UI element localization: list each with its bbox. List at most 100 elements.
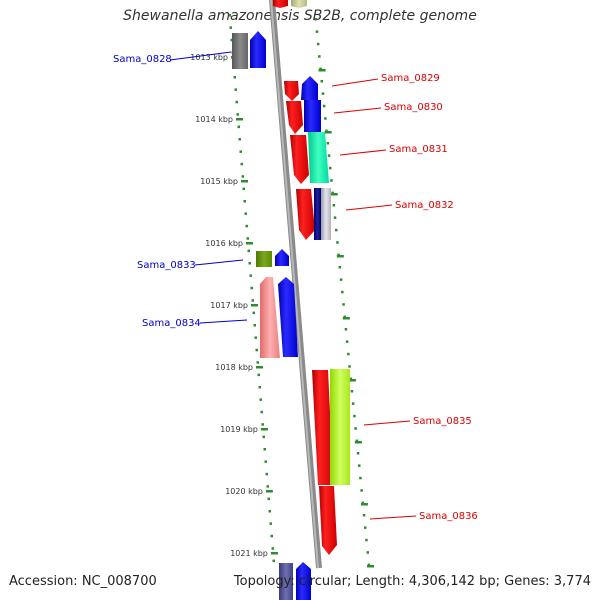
- ruler-dot-left: [254, 336, 257, 339]
- ruler-major-tick: [246, 242, 253, 245]
- accession-text: Accession: NC_008700: [9, 574, 157, 589]
- gene-bottom-blue: [296, 562, 311, 600]
- gene-sama-0833: [256, 251, 272, 267]
- minor-ticks: [228, 14, 371, 567]
- ruler-dot-left: [242, 187, 245, 191]
- label-sama-0828[interactable]: Sama_0828: [113, 54, 172, 65]
- ruler-major-tick-right: [330, 193, 338, 196]
- ruler-dot-left: [244, 212, 247, 215]
- backbone-highlight: [270, 0, 319, 569]
- label-sama-0831[interactable]: Sama_0831: [389, 144, 448, 155]
- ruler-dot-right: [366, 551, 369, 554]
- callout-sama-0833: [194, 259, 244, 266]
- ruler-dot-left: [258, 386, 261, 389]
- gene-sama-0836: [319, 486, 337, 555]
- ruler-dot-left: [237, 125, 240, 129]
- ruler-dot-right: [326, 142, 330, 145]
- ruler-dot-left: [264, 460, 267, 463]
- ruler-dot-left: [247, 249, 250, 253]
- ruler-dot-right: [330, 179, 333, 182]
- callout-sama-0830: [333, 107, 382, 114]
- gene-sama-0834: [260, 277, 280, 358]
- label-sama-0830[interactable]: Sama_0830: [384, 102, 443, 113]
- label-sama-0836[interactable]: Sama_0836: [419, 511, 478, 522]
- gene-sama-0835-partner: [330, 369, 350, 485]
- label-sama-0834[interactable]: Sama_0834: [142, 318, 201, 329]
- ruler-dot-right: [364, 526, 367, 529]
- map-title: Shewanella amazonensis SB2B, complete ge…: [123, 8, 477, 24]
- callout-sama-0829: [331, 78, 379, 87]
- gene-sama-0830: [286, 101, 303, 134]
- ruler-dot-left: [249, 274, 252, 277]
- ruler-dot-right: [336, 241, 339, 244]
- ruler-dot-right: [347, 352, 350, 356]
- ruler-major-tick-right: [336, 255, 344, 258]
- ruler-major-tick-right: [348, 379, 356, 382]
- ruler-dot-right: [318, 55, 321, 58]
- ruler-dot-left: [241, 175, 244, 178]
- ruler-dot-left: [238, 138, 241, 141]
- ruler-major-tick: [251, 304, 258, 307]
- label-sama-0832[interactable]: Sama_0832: [395, 200, 454, 211]
- ruler-major-tick-right: [354, 441, 362, 444]
- ruler-dot-left: [272, 559, 275, 563]
- ruler-dot-right: [359, 476, 362, 480]
- ruler-dot-left: [262, 435, 265, 439]
- ruler-dot-right: [341, 290, 344, 294]
- ruler-label: 1016 kbp: [205, 239, 243, 248]
- ruler-dot-left: [252, 311, 255, 315]
- callout-sama-0836: [369, 515, 417, 520]
- ruler-dot-right: [350, 390, 354, 393]
- ruler-dot-left: [255, 348, 258, 352]
- gene-sama-0830-partner: [304, 100, 321, 132]
- gene-sama-0831: [290, 135, 309, 184]
- ruler-dot-right: [335, 228, 338, 232]
- gene-gray-0828-region: [232, 33, 248, 69]
- ruler-dot-left: [234, 88, 237, 91]
- ruler-dot-right: [362, 514, 366, 517]
- ruler-dot-right: [351, 402, 355, 405]
- ruler-dot-right: [316, 42, 320, 46]
- label-sama-0835[interactable]: Sama_0835: [413, 416, 472, 427]
- label-sama-0829[interactable]: Sama_0829: [381, 73, 440, 84]
- ruler-dot-right: [331, 191, 334, 195]
- gene-sama-0833-partner: [275, 249, 289, 266]
- genome-summary-text: Topology: circular; Length: 4,306,142 bp…: [233, 574, 591, 589]
- gene-bottom-slate: [279, 563, 293, 600]
- callout-sama-0828: [169, 51, 232, 61]
- ruler-label: 1019 kbp: [220, 425, 258, 434]
- ruler-dot-left: [246, 237, 249, 240]
- ruler-dot-right: [319, 67, 322, 71]
- ruler-dot-left: [257, 373, 260, 377]
- ruler-dot-right: [353, 414, 356, 418]
- ruler-dot-left: [253, 324, 256, 327]
- ruler-label: 1021 kbp: [230, 549, 268, 558]
- gene-sama-0832-partner-silver: [321, 188, 331, 240]
- ruler-dot-left: [230, 38, 233, 42]
- ruler-dot-left: [268, 510, 271, 513]
- ruler: 1013 kbp 1014 kbp 1015 kbp 1016 kbp 1017 kbp…: [190, 53, 374, 568]
- ruler-dot-right: [337, 253, 340, 257]
- ruler-dot-left: [261, 423, 264, 426]
- ruler-dot-right: [332, 204, 336, 207]
- ruler-major-tick: [236, 118, 243, 121]
- ruler-major-tick-right: [360, 503, 368, 506]
- ruler-major-tick-right: [318, 69, 326, 72]
- ruler-dot-right: [314, 18, 317, 21]
- ruler-dot-right: [349, 377, 352, 381]
- ruler-dot-right: [355, 439, 359, 443]
- callout-sama-0831: [339, 149, 387, 156]
- gene-sama-0829-partner: [301, 76, 318, 100]
- ruler-dot-right: [338, 266, 342, 269]
- ruler-dot-right: [358, 464, 361, 467]
- genes: [232, 0, 350, 600]
- ruler-label: 1014 kbp: [195, 115, 233, 124]
- ruler-dot-right: [343, 315, 346, 319]
- ruler-label: 1013 kbp: [190, 53, 228, 62]
- ruler-dot-left: [229, 26, 232, 29]
- ruler-dot-left: [250, 286, 253, 290]
- ruler-dot-left: [270, 534, 273, 538]
- label-sama-0833[interactable]: Sama_0833: [137, 260, 196, 271]
- backbone-group: [269, 0, 322, 569]
